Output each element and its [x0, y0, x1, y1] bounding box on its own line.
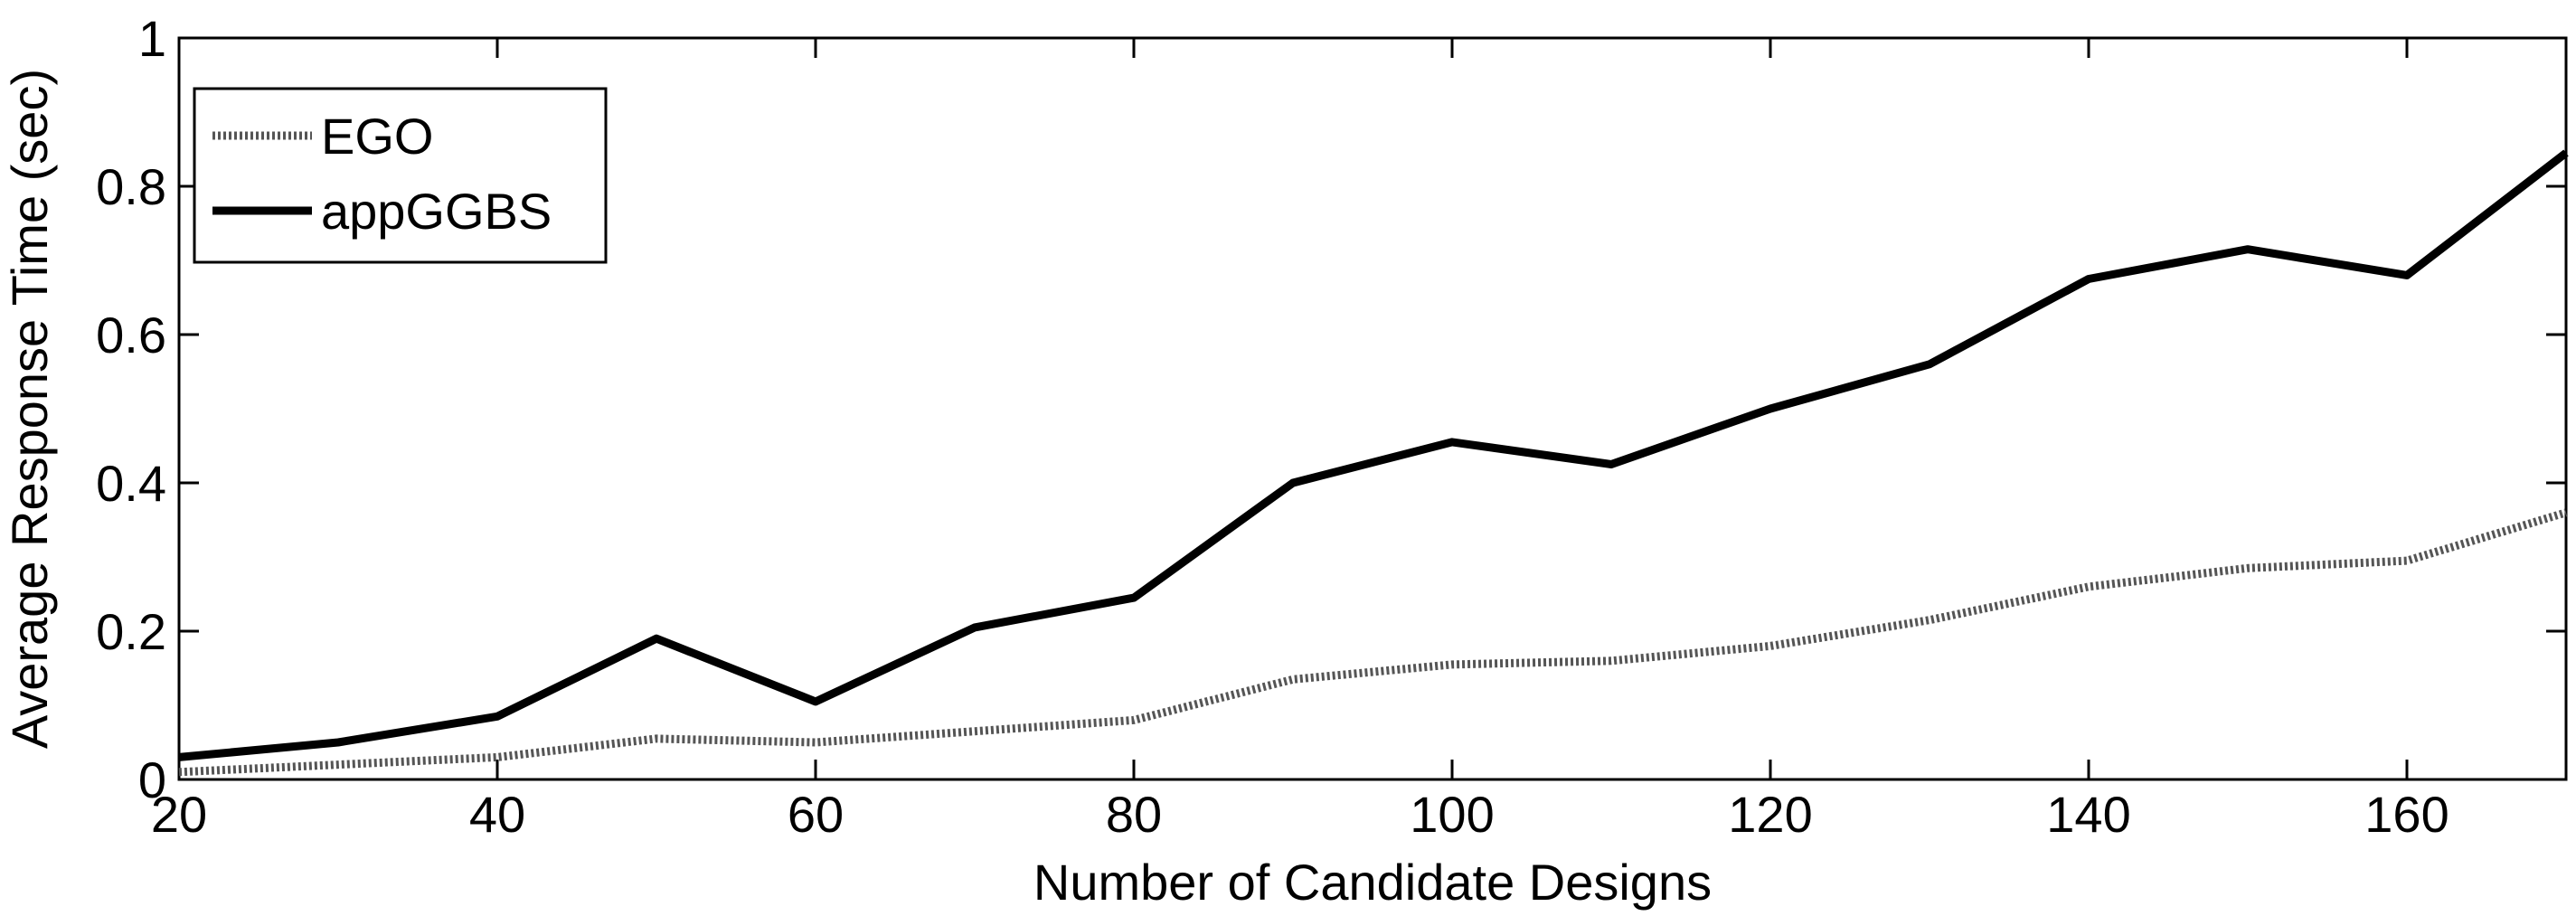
x-tick-label: 80	[1106, 786, 1162, 843]
x-tick-label: 140	[2046, 786, 2130, 843]
x-tick-label: 120	[1728, 786, 1812, 843]
y-tick-label: 0.2	[96, 603, 166, 660]
x-tick-label: 20	[151, 786, 207, 843]
legend-label-ego: EGO	[321, 108, 433, 165]
x-tick-label: 60	[788, 786, 844, 843]
legend: EGO appGGBS	[193, 87, 608, 264]
y-tick-label: 0.8	[96, 158, 166, 215]
legend-label-appggbs: appGGBS	[321, 183, 552, 240]
y-tick-label: 0	[138, 751, 166, 808]
axis-ticks	[177, 36, 2566, 781]
x-tick-label: 160	[2364, 786, 2449, 843]
y-tick-label: 1	[138, 10, 166, 67]
y-axis-title: Average Response Time (sec)	[1, 69, 58, 749]
series-line-appggbs	[178, 149, 2569, 761]
x-tick-label: 40	[469, 786, 525, 843]
x-tick-label: 100	[1410, 786, 1494, 843]
y-tick-label: 0.6	[96, 307, 166, 364]
axis-tick-labels: 20 40 60 80 100 120 140 160 0 0.2 0.4 0.6 0.8 1	[96, 10, 2449, 843]
series-line-ego	[178, 508, 2568, 777]
x-axis-title: Number of Candidate Designs	[1033, 854, 1712, 911]
series-lines	[178, 149, 2569, 777]
legend-box	[193, 87, 608, 264]
y-tick-label: 0.4	[96, 455, 166, 512]
